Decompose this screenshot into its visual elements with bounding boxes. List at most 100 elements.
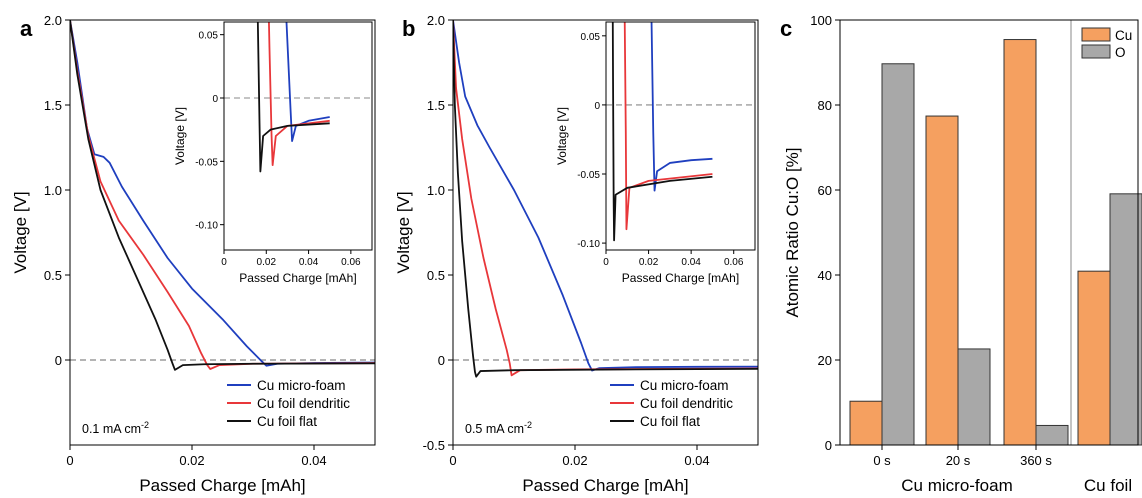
legend-swatch bbox=[1081, 44, 1111, 59]
y-tick-label: 0.5 bbox=[44, 268, 62, 283]
inset-y-tick-label: 0 bbox=[212, 94, 218, 105]
y-tick-label: 0 bbox=[825, 438, 832, 453]
y-tick-label: 2.0 bbox=[427, 13, 445, 28]
annotation-superscript: -2 bbox=[141, 420, 149, 430]
y-tick-label: 2.0 bbox=[44, 13, 62, 28]
group-label: Cu foil bbox=[1084, 476, 1132, 495]
inset-x-tick-label: 0.06 bbox=[341, 257, 361, 268]
legend-label: Cu foil flat bbox=[640, 414, 700, 429]
inset-y-axis-label: Voltage [V] bbox=[173, 107, 187, 165]
inset-frame bbox=[223, 21, 373, 251]
series-lines bbox=[453, 20, 758, 378]
bar bbox=[1003, 39, 1037, 446]
legend-label: Cu foil dendritic bbox=[640, 396, 733, 411]
x-axis-label: Passed Charge [mAh] bbox=[522, 476, 688, 495]
inset-series-line bbox=[611, 22, 713, 242]
x-tick-label: 0.02 bbox=[562, 453, 587, 468]
inset-chart: 0 0.02 0.04 0.06 -0.10 -0.05 0 0.05 Passed Charg… bbox=[555, 21, 756, 285]
inset-series-line bbox=[650, 22, 713, 192]
y-tick-label: 40 bbox=[818, 268, 832, 283]
legend-label: O bbox=[1115, 45, 1126, 60]
y-tick-label: 100 bbox=[810, 13, 832, 28]
y-axis-label: Voltage [V] bbox=[394, 191, 413, 273]
panel-c-bar-chart: c 0 20 40 60 80 100 0 s 20 s 360 s Cu micro-foam Cu… bbox=[780, 13, 1142, 495]
y-tick-label: 0 bbox=[438, 353, 445, 368]
y-tick-label: 1.5 bbox=[44, 98, 62, 113]
y-tick-label: 20 bbox=[818, 353, 832, 368]
inset-x-tick-label: 0.02 bbox=[639, 257, 659, 268]
panel-label: c bbox=[780, 16, 792, 41]
inset-frame bbox=[605, 21, 756, 251]
inset-x-tick-label: 0 bbox=[221, 257, 227, 268]
annotation-superscript: -2 bbox=[524, 420, 532, 430]
series-line bbox=[453, 20, 758, 372]
inset-series-line bbox=[256, 22, 330, 173]
y-tick-label: 0 bbox=[55, 353, 62, 368]
inset-x-tick-label: 0.04 bbox=[299, 257, 319, 268]
current-density-annotation: 0.1 mA cm-2 bbox=[82, 420, 149, 436]
inset-series-lines bbox=[611, 22, 713, 242]
plot-frame bbox=[452, 19, 759, 446]
group-label: Cu micro-foam bbox=[901, 476, 1012, 495]
inset-x-axis-label: Passed Charge [mAh] bbox=[239, 271, 356, 285]
inset-series-line bbox=[268, 22, 330, 167]
inset-background bbox=[224, 22, 372, 250]
legend-label: Cu foil flat bbox=[257, 414, 317, 429]
bar bbox=[925, 115, 959, 446]
plot-frame bbox=[69, 19, 376, 446]
current-density-annotation: 0.5 mA cm-2 bbox=[465, 420, 532, 436]
panel-b-voltage-chart: b 0 0.02 0.04 -0.5 0 0.5 1.0 1.5 2.0 Passed Charge… bbox=[394, 13, 759, 495]
inset-series-lines bbox=[256, 22, 330, 173]
legend-label: Cu micro-foam bbox=[257, 378, 346, 393]
inset-series-line bbox=[285, 22, 330, 142]
inset-y-tick-label: -0.05 bbox=[195, 157, 218, 168]
inset-x-axis-label: Passed Charge [mAh] bbox=[622, 271, 739, 285]
inset-y-tick-label: -0.10 bbox=[195, 221, 218, 232]
annotation-text: 0.5 mA cm bbox=[465, 422, 524, 436]
x-axis-label: Passed Charge [mAh] bbox=[139, 476, 305, 495]
series-line bbox=[453, 20, 758, 378]
panel-a-voltage-chart: a 0 0.02 0.04 0 0.5 1.0 1.5 2.0 Passed Charge [mA… bbox=[11, 13, 376, 495]
series-lines bbox=[70, 20, 375, 371]
bar bbox=[957, 348, 991, 446]
inset-y-axis-label: Voltage [V] bbox=[555, 107, 569, 165]
x-tick-label: 20 s bbox=[946, 453, 971, 468]
panel-label: a bbox=[20, 16, 33, 41]
panel-label: b bbox=[402, 16, 415, 41]
legend-label: Cu bbox=[1115, 28, 1132, 43]
y-tick-label: -0.5 bbox=[423, 438, 445, 453]
inset-y-tick-label: 0.05 bbox=[581, 32, 601, 43]
series-line bbox=[70, 20, 375, 367]
y-tick-label: 80 bbox=[818, 98, 832, 113]
y-axis-label: Atomic Ratio Cu:O [%] bbox=[783, 147, 802, 317]
plot-frame bbox=[839, 19, 1139, 446]
annotation-text: 0.1 mA cm bbox=[82, 422, 141, 436]
x-tick-label: 0.04 bbox=[301, 453, 326, 468]
y-axis-label: Voltage [V] bbox=[11, 191, 30, 273]
inset-background bbox=[606, 22, 755, 250]
legend-swatch bbox=[1081, 27, 1111, 42]
bar bbox=[849, 400, 883, 446]
bar bbox=[1035, 424, 1069, 446]
inset-y-tick-label: -0.10 bbox=[577, 239, 600, 250]
bar bbox=[881, 63, 915, 446]
x-tick-label: 360 s bbox=[1020, 453, 1052, 468]
y-tick-label: 1.5 bbox=[427, 98, 445, 113]
bar bbox=[1109, 193, 1142, 446]
inset-x-tick-label: 0.02 bbox=[257, 257, 277, 268]
x-tick-label: 0.02 bbox=[179, 453, 204, 468]
y-tick-label: 0.5 bbox=[427, 268, 445, 283]
inset-x-tick-label: 0.04 bbox=[681, 257, 701, 268]
inset-chart: 0 0.02 0.04 0.06 -0.10 -0.05 0 0.05 Passed Charg… bbox=[173, 21, 373, 285]
y-tick-label: 60 bbox=[818, 183, 832, 198]
x-tick-label: 0 s bbox=[873, 453, 891, 468]
y-tick-label: 1.0 bbox=[44, 183, 62, 198]
x-tick-label: 0 bbox=[66, 453, 73, 468]
inset-x-tick-label: 0 bbox=[603, 257, 609, 268]
inset-x-tick-label: 0.06 bbox=[724, 257, 744, 268]
bar bbox=[1077, 270, 1111, 446]
legend-label: Cu foil dendritic bbox=[257, 396, 350, 411]
y-tick-label: 1.0 bbox=[427, 183, 445, 198]
x-tick-label: 0.04 bbox=[684, 453, 709, 468]
